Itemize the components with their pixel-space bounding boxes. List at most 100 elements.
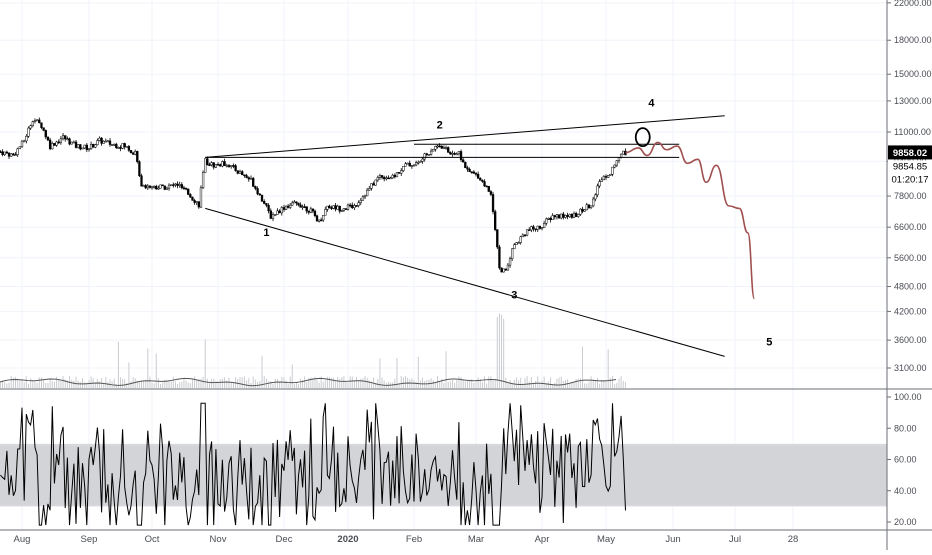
candle-body <box>459 151 463 161</box>
candle-body <box>511 248 514 259</box>
time-tick-label: Jun <box>665 534 680 545</box>
candle-body <box>227 165 231 167</box>
candle-body <box>436 145 439 148</box>
mark-price-value: 9854.85 <box>893 161 927 172</box>
candle-body <box>305 206 308 212</box>
candle-body <box>500 267 503 273</box>
candle-body <box>201 172 205 189</box>
candle-body <box>197 201 200 208</box>
candle-body <box>611 166 614 175</box>
candle-body <box>280 207 283 214</box>
candle-body <box>87 148 91 151</box>
candle-body <box>434 146 437 150</box>
candle-body <box>357 202 360 206</box>
grid-lines <box>0 0 887 530</box>
candle-body <box>129 150 133 154</box>
candle-body <box>589 205 593 208</box>
candle-body <box>547 218 550 220</box>
oscillator-tick-label: 80.00 <box>894 423 917 433</box>
price-tick-label: 13000.00 <box>894 96 932 106</box>
candle-body <box>236 170 239 174</box>
candle-body <box>12 153 15 156</box>
candle-body <box>366 189 369 197</box>
candle-body <box>119 147 122 149</box>
price-tick-label: 4200.00 <box>894 306 927 316</box>
candle-body <box>464 161 467 168</box>
candle-body <box>574 213 578 217</box>
candle-body <box>414 162 418 166</box>
candle-body <box>208 164 211 167</box>
candle-body <box>528 229 531 231</box>
candle-body <box>380 175 384 178</box>
candle-body <box>74 141 78 148</box>
wave-label-5: 5 <box>766 336 772 348</box>
candle-body <box>515 242 518 245</box>
candle-body <box>538 225 542 229</box>
candle-body <box>38 119 41 124</box>
candle-body <box>613 164 616 168</box>
candle-body <box>346 204 350 210</box>
candle-body <box>113 143 116 146</box>
candle-body <box>23 140 26 143</box>
candle-body <box>479 178 482 181</box>
candle-body <box>322 214 325 221</box>
candle-body <box>125 146 128 148</box>
candle-body <box>555 214 559 218</box>
candle-body <box>271 214 275 219</box>
candle-body <box>587 204 591 208</box>
candle-body <box>348 204 352 207</box>
last-price-tag <box>888 145 932 160</box>
candle-body <box>470 171 473 173</box>
candle-body <box>284 205 288 210</box>
candle-body <box>121 143 124 149</box>
candle-body <box>170 184 173 186</box>
candle-body <box>25 136 28 142</box>
candle-body <box>51 143 54 150</box>
candle-body <box>33 120 37 122</box>
candle-body <box>545 218 548 224</box>
candle-body <box>525 229 529 236</box>
time-tick-label: Sep <box>81 534 98 545</box>
candle-body <box>131 152 135 155</box>
candle-body <box>66 138 69 140</box>
candle-body <box>560 213 563 219</box>
candle-body <box>406 162 409 165</box>
candle-body <box>187 188 190 195</box>
candle-body <box>551 215 554 220</box>
candle-body <box>419 161 422 163</box>
time-tick-label: 28 <box>788 534 799 545</box>
oscillator-axis-labels: 100.00 80.00 60.00 40.00 20.00 <box>887 392 922 527</box>
wave-label-2: 2 <box>437 120 443 132</box>
oscillator-tick-label: 60.00 <box>894 455 917 465</box>
candle-body <box>102 140 105 144</box>
candle-body <box>521 234 524 238</box>
candle-body <box>206 158 209 166</box>
countdown-value: 01:20:17 <box>892 174 929 185</box>
candle-body <box>440 145 443 149</box>
candle-body <box>136 151 139 162</box>
candle-body <box>89 144 93 150</box>
candle-body <box>191 196 194 201</box>
candle-body <box>328 205 331 208</box>
candle-body <box>269 210 272 219</box>
price-tick-label: 7800.00 <box>894 191 927 201</box>
candle-body <box>429 150 433 155</box>
candle-body <box>549 218 552 220</box>
candle-body <box>472 171 476 174</box>
candle-body <box>172 184 175 186</box>
candle-body <box>485 185 488 188</box>
price-tick-label: 4800.00 <box>894 282 927 292</box>
last-price-value: 9858.02 <box>893 148 927 159</box>
candle-body <box>519 236 522 243</box>
candle-body <box>225 165 228 167</box>
candle-body <box>566 215 569 217</box>
candle-body <box>481 179 484 182</box>
candle-body <box>317 219 321 222</box>
candle-body <box>425 153 428 155</box>
candle-body <box>7 152 11 157</box>
candle-body <box>232 165 235 167</box>
candle-body <box>148 185 152 188</box>
candle-body <box>332 205 335 209</box>
time-tick-label: Aug <box>14 534 31 545</box>
